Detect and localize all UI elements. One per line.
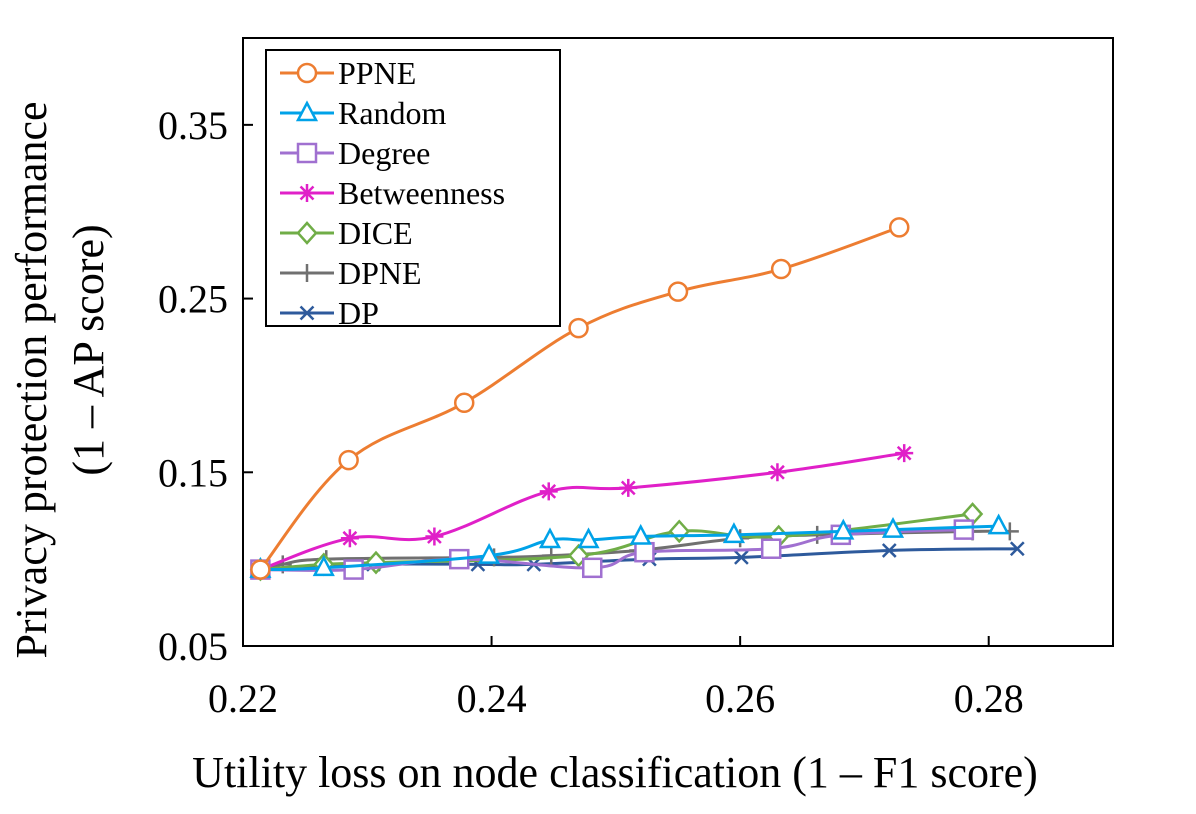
series-ppne <box>250 217 910 580</box>
y-axis-title-line1: Privacy protection performance <box>7 101 56 658</box>
legend-box <box>265 49 561 327</box>
y-tick-label: 0.15 <box>158 450 228 495</box>
legend-marker-dice <box>296 221 318 245</box>
x-tick-label: 0.24 <box>457 676 527 721</box>
data-point-degree <box>953 519 975 540</box>
data-point-degree <box>760 538 782 559</box>
legend-label-degree: Degree <box>338 135 430 171</box>
data-point-dice <box>668 519 690 544</box>
y-tick-label: 0.25 <box>158 277 228 322</box>
data-point-random <box>312 555 335 577</box>
legend-label-dpne: DPNE <box>338 255 422 291</box>
data-point-degree <box>581 557 603 579</box>
legend-entry-betweenness: Betweenness <box>280 175 505 211</box>
legend-marker-ppne <box>296 62 318 84</box>
data-point-betweenness <box>425 527 444 546</box>
y-tick-label: 0.35 <box>158 103 228 148</box>
data-point-betweenness <box>619 478 638 497</box>
data-point-ppne <box>453 392 475 414</box>
legend-entry-ppne: PPNE <box>280 55 416 91</box>
data-point-ppne <box>250 559 271 580</box>
data-point-degree <box>634 541 655 563</box>
legend-label-dp: DP <box>338 295 379 331</box>
x-tick-label: 0.28 <box>954 676 1024 721</box>
legend-marker-degree <box>296 142 318 164</box>
data-point-random <box>538 527 562 549</box>
data-point-dp <box>881 543 897 558</box>
x-tick-label: 0.26 <box>705 676 775 721</box>
data-point-ppne <box>338 449 359 471</box>
data-point-random <box>629 523 652 545</box>
legend-entry-random: Random <box>280 95 447 131</box>
y-tick-label: 0.05 <box>158 624 228 669</box>
data-point-betweenness <box>539 482 558 501</box>
data-point-dp <box>734 550 749 565</box>
data-point-ppne <box>568 317 589 339</box>
legend-label-dice: DICE <box>338 215 413 251</box>
data-point-dp <box>1009 541 1025 557</box>
legend-marker-random <box>295 100 319 122</box>
data-point-random <box>722 522 746 544</box>
legend-marker-betweenness <box>298 184 316 202</box>
plot-frame <box>242 37 1114 647</box>
data-point-betweenness <box>768 463 787 482</box>
data-point-degree <box>343 559 364 580</box>
data-point-betweenness <box>895 444 914 463</box>
data-point-random <box>577 527 600 549</box>
data-point-random <box>832 518 855 540</box>
legend-entry-dp: DP <box>280 295 379 331</box>
legend-label-betweenness: Betweenness <box>338 175 505 211</box>
data-point-dpne <box>542 546 561 565</box>
data-point-random <box>478 542 501 564</box>
legend-marker-dp <box>299 305 315 321</box>
data-point-random <box>881 516 905 538</box>
x-axis-title: Utility loss on node classification (1 –… <box>192 748 1038 797</box>
x-tick-label: 0.22 <box>208 676 278 721</box>
data-point-ppne <box>770 258 792 280</box>
legend-entry-degree: Degree <box>280 135 430 171</box>
legend-label-ppne: PPNE <box>338 55 416 91</box>
data-point-betweenness <box>340 529 359 548</box>
legend-entry-dpne: DPNE <box>280 255 422 291</box>
legend-entry-dice: DICE <box>280 215 413 251</box>
legend-marker-dpne <box>298 264 316 282</box>
data-point-ppne <box>888 217 910 238</box>
data-point-ppne <box>667 281 689 302</box>
y-axis-title-line2: (1 – AP score) <box>64 224 113 475</box>
data-point-random <box>987 513 1010 535</box>
series-line-random <box>260 524 999 572</box>
legend-label-random: Random <box>338 95 447 131</box>
